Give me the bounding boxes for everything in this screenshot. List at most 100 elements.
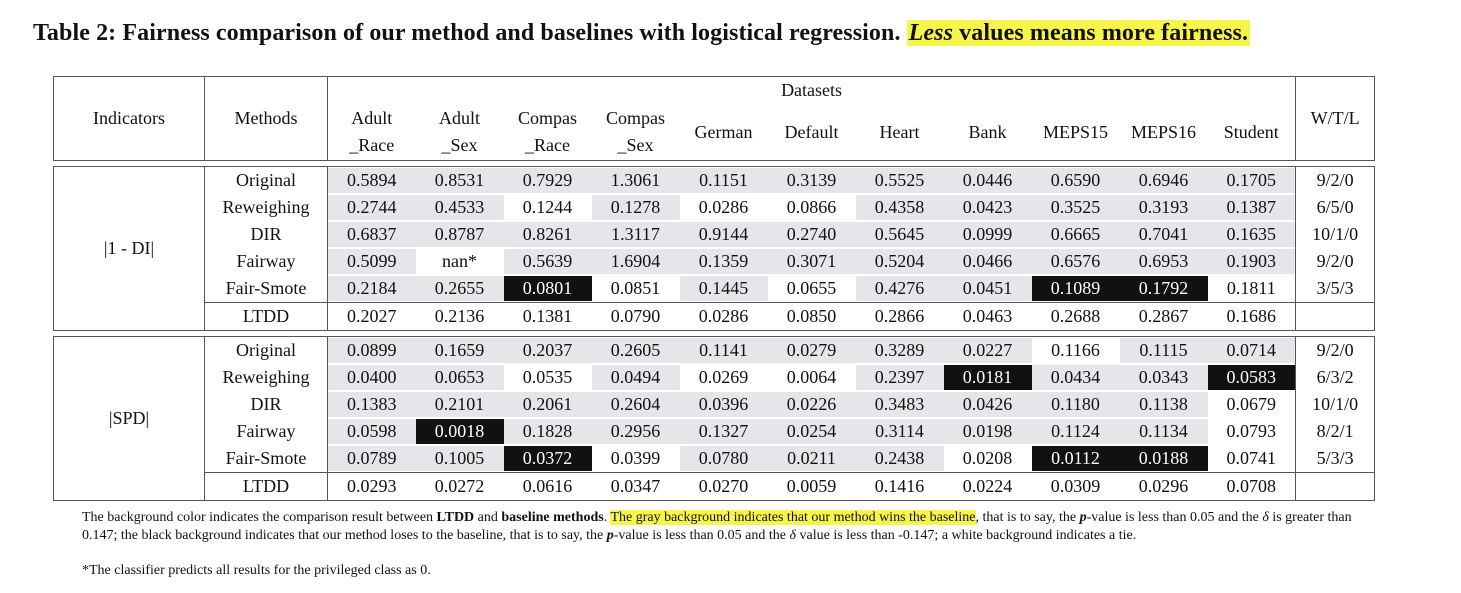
value-cell: 0.0708 [1207, 472, 1296, 501]
value-text: 0.0181 [943, 365, 1032, 390]
value-cell: 0.0254 [767, 418, 856, 445]
value-cell: 0.1416 [855, 472, 944, 501]
value-text: 0.2184 [328, 276, 416, 301]
wtl-value: 6/5/0 [1295, 194, 1376, 221]
value-text: 0.3289 [855, 338, 944, 363]
indicator-label: |1 - DI| [53, 166, 205, 331]
column-header-line-1: Adult [351, 108, 393, 128]
value-text: 1.3117 [591, 222, 680, 247]
value-text: 0.1278 [591, 195, 680, 220]
value-cell: 0.1244 [503, 194, 592, 221]
value-text: 0.1381 [503, 304, 592, 329]
value-text: 0.1244 [503, 195, 592, 220]
column-header: MEPS16 [1119, 104, 1208, 161]
value-text: 0.0583 [1207, 365, 1296, 390]
value-cell: 1.6904 [591, 248, 680, 275]
value-text: 0.1115 [1119, 338, 1208, 363]
value-cell: 0.4276 [855, 275, 944, 303]
note-text-8: value is less than -0.147; a white backg… [796, 528, 1137, 543]
caption-highlight-rest: values means more fairness. [953, 20, 1249, 46]
value-cell: 0.2605 [591, 336, 680, 364]
value-text: 0.0741 [1207, 446, 1296, 471]
value-cell: 0.0269 [679, 364, 768, 391]
column-header-line-1: Compas [517, 108, 577, 128]
value-cell: 0.0494 [591, 364, 680, 391]
column-header: Compas _Sex [591, 104, 680, 161]
value-text: 0.0211 [767, 446, 856, 471]
value-text: 0.1445 [679, 276, 768, 301]
value-cell: 0.1151 [679, 166, 768, 194]
value-text: 0.8261 [503, 222, 592, 247]
caption-highlight-italic: Less [908, 20, 954, 46]
value-text: 0.0535 [503, 365, 592, 390]
value-text: 0.1383 [328, 392, 416, 417]
value-cell: 0.0343 [1119, 364, 1208, 391]
table-row: Fairway 0.0598 0.0018 0.1828 0.2956 0.1327 0.0… [54, 418, 1376, 445]
wtl-value: 10/1/0 [1295, 391, 1376, 418]
column-header-line-1: Student [1223, 121, 1279, 142]
note-delta-2: δ [789, 528, 797, 543]
value-text: 0.1141 [679, 338, 768, 363]
wtl-value: 10/1/0 [1295, 221, 1376, 248]
value-text: 0.9144 [679, 222, 768, 247]
value-text: 0.0780 [679, 446, 768, 471]
note-bold-baselines: baseline methods [501, 510, 604, 525]
method-name: Fair-Smote [204, 445, 328, 473]
value-text: 0.0451 [943, 276, 1032, 301]
table-row: Reweighing 0.2744 0.4533 0.1244 0.1278 0.0286… [54, 194, 1376, 221]
wtl-value [1295, 472, 1376, 501]
wtl-value: 6/3/2 [1295, 364, 1376, 391]
value-text: 0.0708 [1207, 474, 1296, 499]
method-name: DIR [204, 391, 328, 418]
value-text: 0.1138 [1119, 392, 1208, 417]
header-row-2: Adult _Race Adult _Sex Compas _Race Compas _Sex… [54, 104, 1375, 161]
value-cell: 0.1180 [1031, 391, 1120, 418]
column-header: Student [1207, 104, 1296, 161]
value-cell: 0.0211 [767, 445, 856, 473]
table-caption: Table 2: Fairness comparison of our meth… [33, 20, 1251, 47]
value-text: 0.3483 [855, 392, 944, 417]
note-text-3: . [603, 510, 611, 525]
methods-header: Methods [204, 76, 328, 161]
value-cell: 0.0293 [327, 472, 416, 501]
value-cell: 0.0396 [679, 391, 768, 418]
table-row: DIR 0.1383 0.2101 0.2061 0.2604 0.0396 0.0226 0… [54, 391, 1376, 418]
value-text: 0.1166 [1031, 338, 1120, 363]
wtl-value [1295, 302, 1376, 331]
wtl-header: W/T/L [1295, 76, 1376, 161]
value-cell: 0.1792 [1119, 275, 1208, 303]
value-text: 0.1705 [1207, 168, 1296, 193]
value-text: 0.4358 [855, 195, 944, 220]
table-row: Fair-Smote 0.2184 0.2655 0.0801 0.0851 0.1445… [54, 275, 1376, 303]
value-cell: 0.6837 [327, 221, 416, 248]
value-cell: 0.0793 [1207, 418, 1296, 445]
value-text: 0.0272 [415, 474, 504, 499]
value-cell: 0.2061 [503, 391, 592, 418]
value-cell: 0.0616 [503, 472, 592, 501]
note-text-2: and [474, 510, 502, 525]
value-text: 0.1387 [1207, 195, 1296, 220]
value-cell: nan* [415, 248, 504, 275]
value-cell: 0.0423 [943, 194, 1032, 221]
value-text: 0.2101 [415, 392, 504, 417]
value-cell: 0.0780 [679, 445, 768, 473]
column-header: Default [767, 104, 856, 161]
value-text: 0.0254 [767, 419, 856, 444]
value-text: 0.1903 [1207, 249, 1296, 274]
value-text: 0.4276 [855, 276, 944, 301]
value-cell: 0.0790 [591, 302, 680, 331]
column-header: Compas _Race [503, 104, 592, 161]
value-text: 0.0494 [591, 365, 680, 390]
value-text: 0.0296 [1119, 474, 1208, 499]
value-text: 0.1811 [1207, 276, 1296, 301]
value-cell: 0.0899 [327, 336, 416, 364]
value-text: 0.2397 [855, 365, 944, 390]
value-cell: 0.2101 [415, 391, 504, 418]
value-text: 0.7041 [1119, 222, 1208, 247]
value-text: 0.0059 [767, 474, 856, 499]
value-cell: 0.0372 [503, 445, 592, 473]
value-text: 0.0112 [1031, 446, 1120, 471]
value-text: 0.5099 [328, 249, 416, 274]
value-text: 0.0423 [943, 195, 1032, 220]
value-text: 0.0466 [943, 249, 1032, 274]
